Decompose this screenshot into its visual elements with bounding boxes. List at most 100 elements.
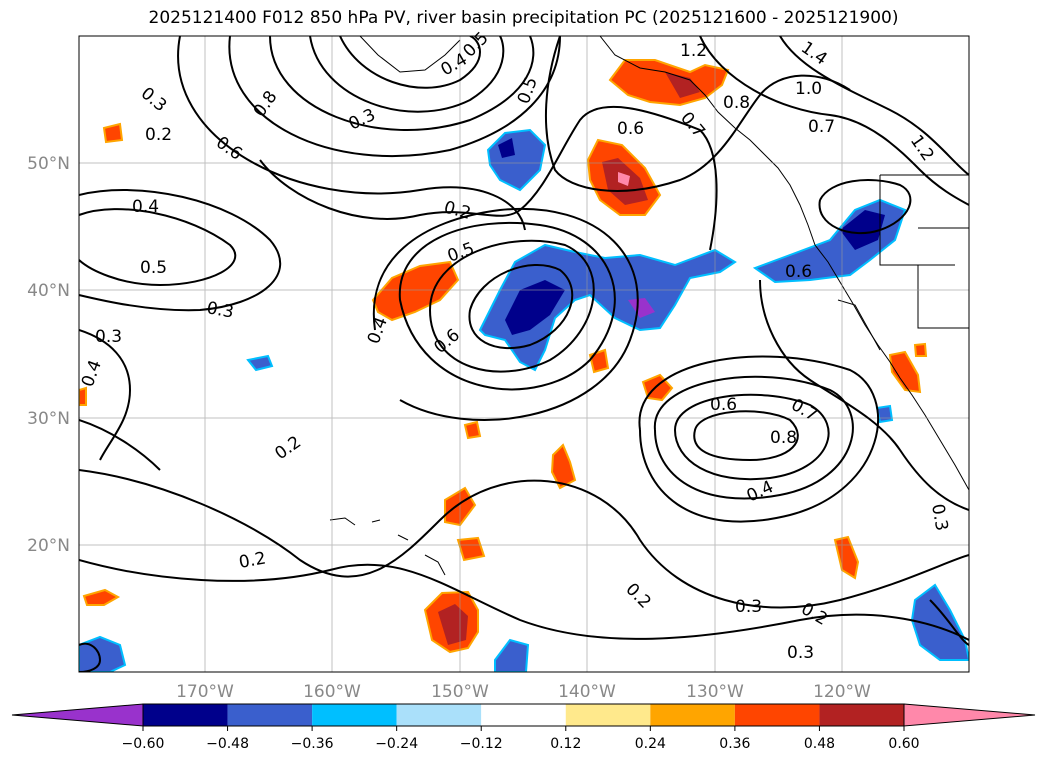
longitude-label: 150°W	[431, 682, 489, 702]
colorbar-swatch	[565, 704, 651, 726]
contour-label: 0.3	[735, 597, 762, 617]
pos-anomaly-small-11	[79, 386, 87, 406]
contour-label: 0.5	[140, 258, 167, 278]
colorbar-swatch	[312, 704, 397, 726]
contour-west-ridge	[79, 208, 237, 287]
pos-anomaly-small-9	[463, 420, 482, 440]
neg-anomaly-southeast	[910, 583, 969, 661]
pos-anomaly-north-pink	[618, 172, 630, 186]
contour-label: 0.2	[145, 125, 172, 145]
longitude-label: 120°W	[813, 682, 871, 702]
pos-anomaly-small-3	[550, 443, 577, 490]
contour-central-low-1	[468, 264, 574, 350]
colorbar-tick-label: 0.12	[550, 736, 581, 752]
contour-label: 0.8	[770, 428, 797, 448]
colorbar-tick-label: 0.48	[804, 736, 835, 752]
contour-coast-1	[779, 36, 969, 176]
neg-anomaly-central-purple	[628, 298, 655, 318]
colorbar-swatch	[819, 704, 904, 726]
colorbar-tick-label: −0.48	[206, 736, 249, 752]
neg-anomaly-small-1	[246, 354, 274, 372]
pos-anomaly-alaska	[608, 59, 730, 107]
pos-anomaly-small-6	[888, 350, 922, 394]
colorbar-swatch	[734, 704, 820, 726]
contour-se-loop	[929, 599, 969, 646]
longitude-label: 140°W	[558, 682, 616, 702]
precip-shading	[79, 59, 969, 672]
pos-anomaly-alaska-dark	[665, 72, 700, 98]
colorbar-swatch	[143, 704, 228, 726]
colorbar-ticks: −0.60 −0.48 −0.36 −0.24 −0.12 0.12 0.24 0.36 0.4…	[122, 726, 920, 752]
latitude-label: 40°N	[27, 281, 70, 301]
colorbar-swatch	[650, 704, 735, 726]
pos-anomaly-small-8	[82, 588, 121, 606]
latitude-label: 50°N	[27, 154, 70, 174]
pos-anomaly-small-2	[456, 536, 486, 562]
colorbar-tick-label: 0.24	[635, 736, 666, 752]
latitude-label: 30°N	[27, 409, 70, 429]
pos-anomaly-small-12	[913, 342, 928, 357]
contour-subtropical-2	[79, 559, 969, 641]
colorbar-swatch	[396, 704, 482, 726]
contour-label: 0.3	[927, 502, 951, 532]
contour-label: 0.6	[710, 395, 737, 415]
hawaii-islands	[329, 517, 446, 576]
contour-east-high-3	[653, 375, 854, 500]
contour-label: 0.8	[723, 93, 750, 113]
colorbar-tick-label: 0.36	[719, 736, 750, 752]
contour-west-low-lat	[79, 329, 132, 461]
contour-sw-loop	[79, 642, 102, 672]
contour-aleutian-low-4	[228, 36, 561, 158]
contour-label: 0.7	[808, 117, 835, 137]
contour-label: 0.3	[787, 643, 814, 663]
colorbar-swatch	[481, 704, 566, 726]
contour-aleutian-low-2	[309, 36, 505, 113]
pos-anomaly-small-7	[833, 535, 860, 580]
contour-aleutian-low-5	[177, 36, 526, 231]
neg-anomaly-small-2	[875, 404, 894, 424]
contour-central-low-2	[429, 239, 595, 373]
contour-coast-2	[699, 36, 969, 206]
pos-anomaly-small-5	[588, 348, 610, 374]
contour-east-high-2	[674, 393, 830, 481]
contour-east-high-1	[693, 410, 799, 462]
north-american-coast	[599, 36, 969, 491]
gridlines	[79, 36, 969, 672]
map-title: 2025121400 F012 850 hPa PV, river basin …	[148, 8, 899, 28]
contour-label: 1.0	[795, 79, 822, 99]
longitude-label: 170°W	[176, 682, 234, 702]
contour-gulf-alaska	[544, 36, 851, 192]
neg-anomaly-south	[494, 638, 530, 672]
contour-west-ridge-2	[79, 189, 282, 312]
map-border	[78, 35, 970, 673]
contour-central-low-4	[372, 207, 639, 421]
colorbar-extend-low	[11, 703, 144, 727]
colorbar-tick-label: −0.60	[122, 736, 165, 752]
neg-anomaly-east-dark	[840, 210, 885, 250]
colorbar-tick-label: 0.60	[888, 736, 919, 752]
contour-label: 0.3	[205, 298, 235, 322]
contour-label: 0.3	[95, 327, 122, 347]
colorbar-tick-label: −0.36	[291, 736, 334, 752]
contour-north-pacific	[259, 106, 718, 251]
longitude-label: 160°W	[303, 682, 361, 702]
contour-central-low-3	[398, 221, 616, 391]
colorbar-extend-high	[903, 703, 1036, 727]
contour-north-east-loop	[818, 179, 912, 235]
contour-subtropical	[79, 469, 969, 609]
neg-anomaly-central-dark	[505, 280, 565, 335]
colorbar-outline	[142, 703, 905, 727]
longitude-label: 130°W	[686, 682, 744, 702]
contour-aleutian-low-1	[339, 36, 481, 89]
colorbar-swatch	[227, 704, 313, 726]
colorbar: −0.60 −0.48 −0.36 −0.24 −0.12 0.12 0.24 0.36 0.4…	[11, 703, 1036, 752]
alaska-coast	[359, 36, 461, 73]
colorbar-tick-label: −0.12	[460, 736, 503, 752]
pv-contours	[79, 36, 969, 672]
contour-label: 0.2	[237, 549, 267, 573]
contour-label: 0.4	[132, 197, 159, 217]
neg-anomaly-north-dark	[498, 138, 515, 158]
latitude-label: 20°N	[27, 536, 70, 556]
contour-aleutian-low-3	[269, 36, 535, 132]
